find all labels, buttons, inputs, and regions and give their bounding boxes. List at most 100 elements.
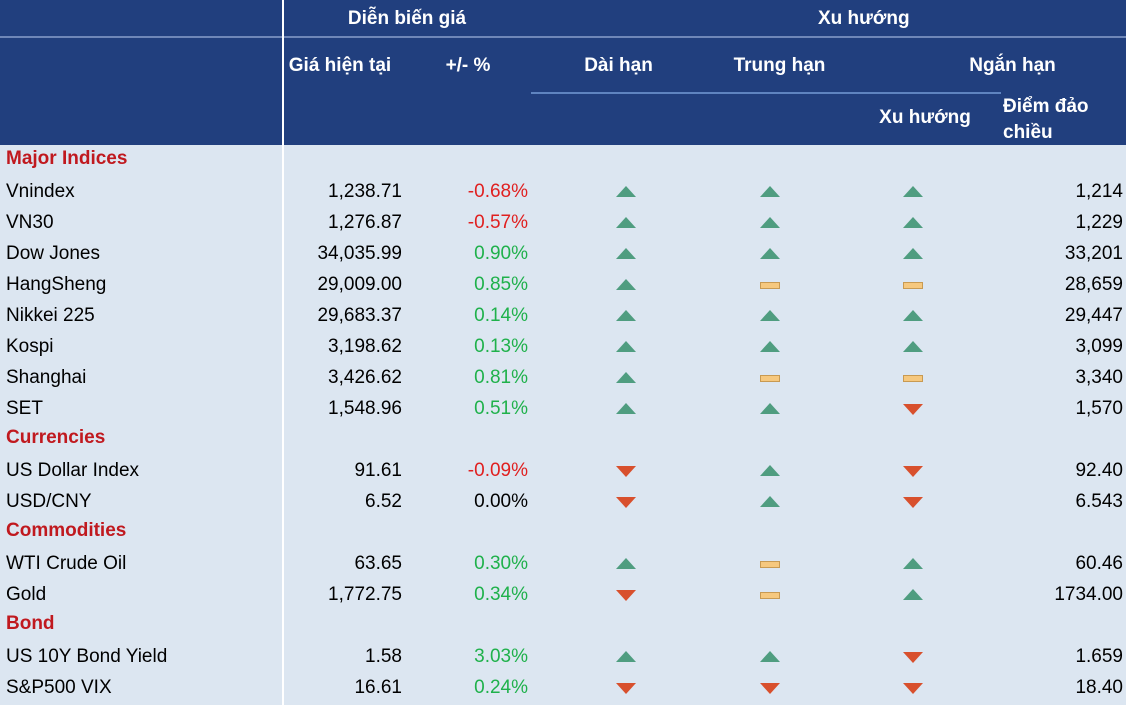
trend-down-icon [616, 497, 636, 508]
row-name: SET [6, 398, 43, 419]
trend-up-icon [760, 186, 780, 197]
change: 3.03% [474, 646, 528, 667]
header-bg [0, 0, 1129, 145]
trend-down-icon [616, 590, 636, 601]
trend-up-icon [616, 186, 636, 197]
col-divider [282, 0, 284, 705]
price: 1,548.96 [328, 398, 402, 419]
section-title: Commodities [6, 520, 127, 541]
reversal: 28,659 [1064, 274, 1123, 295]
row-name: US 10Y Bond Yield [6, 646, 168, 667]
trend-up-icon [760, 496, 780, 507]
row-name: US Dollar Index [6, 460, 140, 481]
trend-up-icon [760, 248, 780, 259]
change: 0.81% [474, 367, 528, 388]
reversal: 3,340 [1075, 367, 1123, 388]
reversal: 60.46 [1075, 553, 1123, 574]
reversal: 33,201 [1064, 243, 1123, 264]
price: 1.58 [365, 646, 402, 667]
price: 29,683.37 [317, 305, 402, 326]
trend-up-icon [760, 651, 780, 662]
price: 3,426.62 [328, 367, 402, 388]
col-title: +/- % [445, 55, 491, 76]
trend-flat-icon [760, 375, 780, 382]
trend-up-icon [616, 217, 636, 228]
row-name: HangSheng [6, 274, 107, 295]
reversal: 1,570 [1075, 398, 1123, 419]
price: 29,009.00 [317, 274, 402, 295]
group-title: Diễn biến giá [347, 8, 467, 29]
trend-down-icon [903, 652, 923, 663]
reversal: 1734.00 [1054, 584, 1123, 605]
col-subtitle: Xu hướng [879, 107, 971, 128]
reversal: 29,447 [1064, 305, 1123, 326]
price: 1,772.75 [328, 584, 402, 605]
change: -0.68% [467, 181, 528, 202]
trend-down-icon [616, 466, 636, 477]
section-title: Bond [6, 613, 55, 634]
trend-up-icon [616, 341, 636, 352]
row-name: Kospi [6, 336, 54, 357]
col-subtitle: Điểm đảo chiều [1003, 96, 1089, 143]
change: 0.34% [474, 584, 528, 605]
change: 0.14% [474, 305, 528, 326]
row-name: VN30 [6, 212, 54, 233]
trend-down-icon [616, 683, 636, 694]
trend-flat-icon [903, 282, 923, 289]
trend-down-icon [903, 404, 923, 415]
change: 0.85% [474, 274, 528, 295]
price: 34,035.99 [317, 243, 402, 264]
trend-down-icon [903, 497, 923, 508]
trend-up-icon [616, 310, 636, 321]
change: 0.24% [474, 677, 528, 698]
trend-up-icon [616, 248, 636, 259]
price: 3,198.62 [328, 336, 402, 357]
reversal: 1,229 [1075, 212, 1123, 233]
price: 1,238.71 [328, 181, 402, 202]
trend-flat-icon [903, 375, 923, 382]
trend-up-icon [903, 186, 923, 197]
row-name: Gold [6, 584, 47, 605]
section-title: Currencies [6, 427, 106, 448]
col-divider [1126, 0, 1129, 705]
trend-up-icon [760, 217, 780, 228]
change: 0.13% [474, 336, 528, 357]
reversal: 18.40 [1075, 677, 1123, 698]
trend-down-icon [903, 683, 923, 694]
trend-up-icon [903, 248, 923, 259]
reversal: 92.40 [1075, 460, 1123, 481]
header-rule [0, 36, 1129, 38]
group-title: Xu hướng [818, 8, 910, 29]
price: 63.65 [354, 553, 402, 574]
row-name: S&P500 VIX [6, 677, 112, 698]
section-title: Major Indices [6, 148, 128, 169]
trend-up-icon [760, 341, 780, 352]
row-name: Vnindex [6, 181, 75, 202]
row-name: USD/CNY [6, 491, 92, 512]
price: 16.61 [354, 677, 402, 698]
row-name: WTI Crude Oil [6, 553, 127, 574]
change: -0.57% [467, 212, 528, 233]
row-name: Dow Jones [6, 243, 100, 264]
trend-up-icon [616, 651, 636, 662]
trend-down-icon [903, 466, 923, 477]
trend-down-icon [760, 683, 780, 694]
trend-up-icon [616, 558, 636, 569]
change: 0.00% [474, 491, 528, 512]
trend-flat-icon [760, 282, 780, 289]
trend-up-icon [903, 217, 923, 228]
reversal: 1,214 [1075, 181, 1123, 202]
reversal: 1.659 [1075, 646, 1123, 667]
change: 0.30% [474, 553, 528, 574]
trend-up-icon [903, 589, 923, 600]
col-title: Dài hạn [584, 55, 653, 76]
reversal: 3,099 [1075, 336, 1123, 357]
change: -0.09% [467, 460, 528, 481]
price: 91.61 [354, 460, 402, 481]
trend-up-icon [903, 558, 923, 569]
trend-up-icon [760, 310, 780, 321]
col-title: Ngắn hạn [969, 55, 1056, 76]
col-title: Giá hiện tại [288, 55, 392, 76]
price: 6.52 [365, 491, 402, 512]
